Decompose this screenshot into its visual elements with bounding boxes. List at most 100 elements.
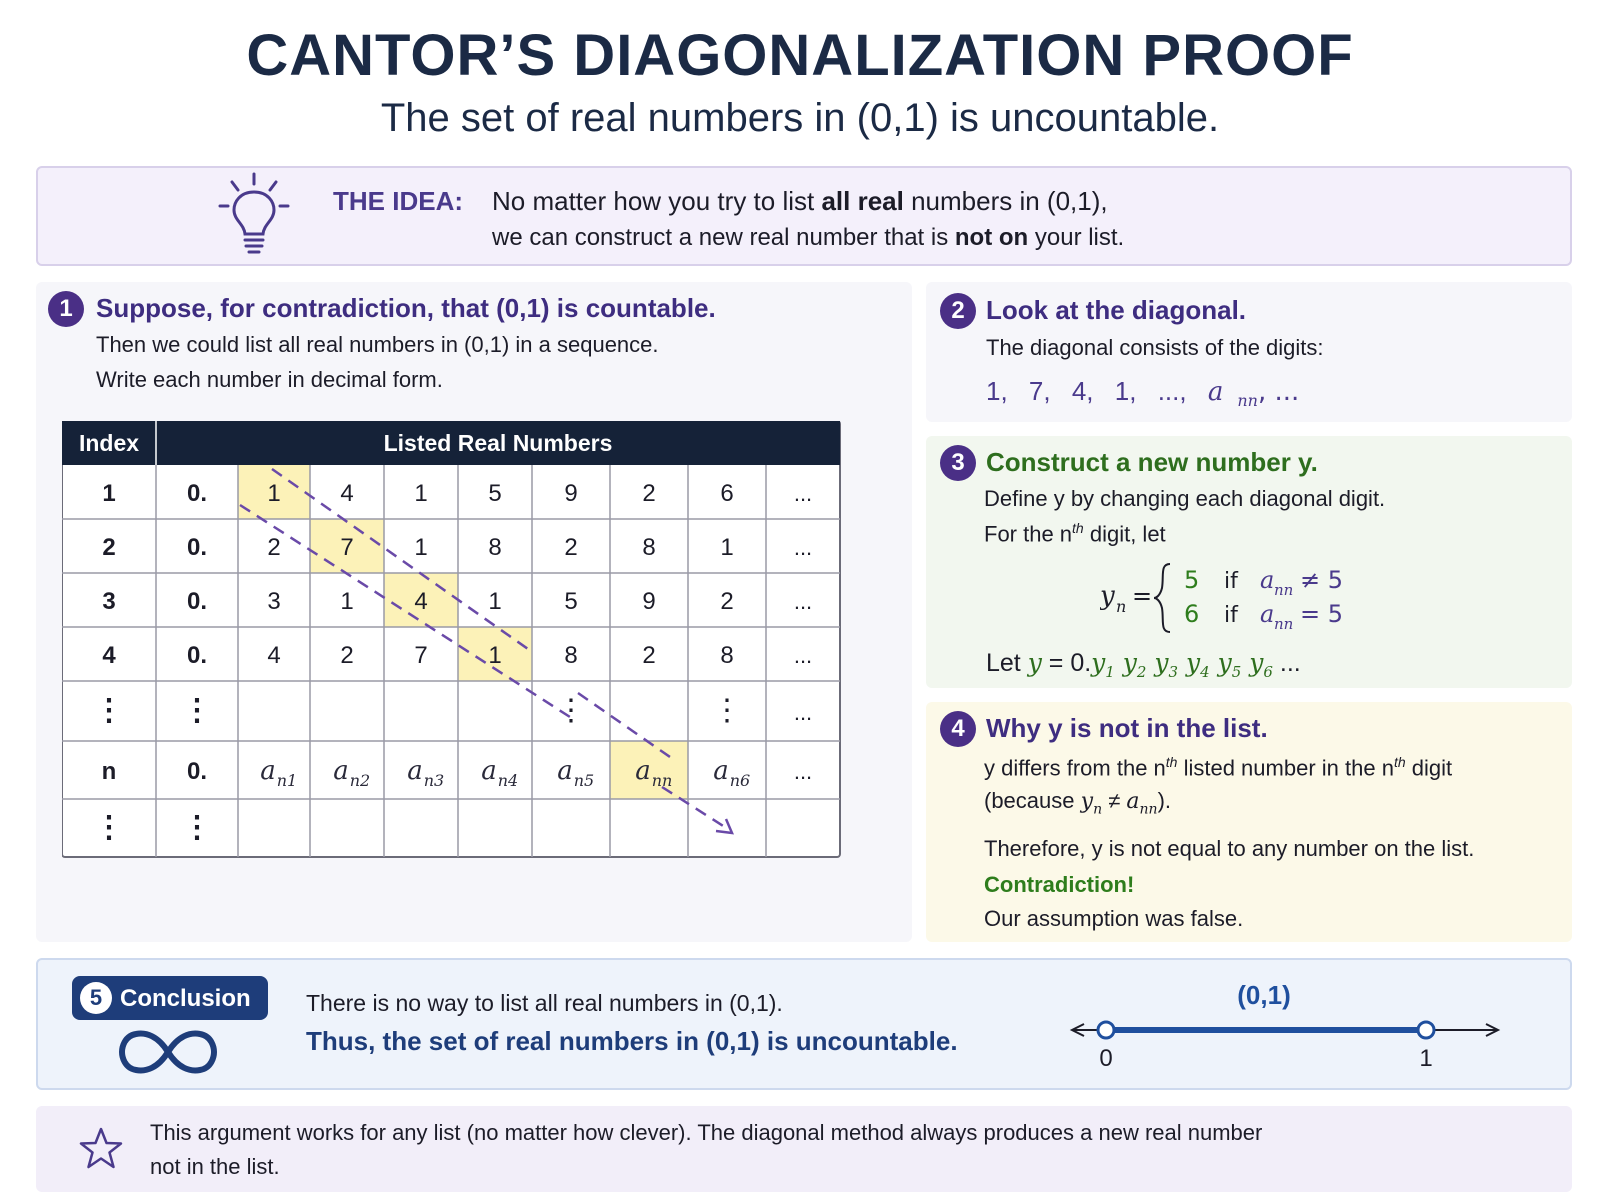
table-digit-subscript: n2 xyxy=(350,771,370,790)
step3-panel xyxy=(926,436,1572,688)
interval-number-line: (0,1) 0 1 xyxy=(1069,980,1501,1072)
formula-lhs: y xyxy=(1100,581,1115,611)
step4-text-line2: (because yn ≠ ann). xyxy=(984,788,1172,818)
step3-text-line2: For the nth digit, let xyxy=(984,520,1166,547)
table-row-index: 4 xyxy=(102,642,116,669)
table-digit: 4 xyxy=(267,642,280,669)
diagonal-arrow-lower xyxy=(239,503,571,719)
table-digit: 1 xyxy=(267,480,280,507)
table-grid: Index Listed Real Numbers 1 0. 1 4 1 5 9 2 6 ... 2 0.… xyxy=(62,421,841,858)
page-subtitle: The set of real numbers in (0,1) is unco… xyxy=(380,96,1220,140)
table-digit: 2 xyxy=(642,480,655,507)
conclusion-badge: 5 Conclusion xyxy=(72,976,268,1020)
table-digit: 8 xyxy=(488,534,501,561)
interval-label: (0,1) xyxy=(1237,980,1290,1010)
svg-text:a: a xyxy=(1260,600,1274,628)
step4-text-line3: Therefore, y is not equal to any number … xyxy=(984,836,1475,861)
table-digit-subscript: n6 xyxy=(730,771,750,790)
table-digit: 2 xyxy=(720,588,733,615)
footer-text-line1: This argument works for any list (no mat… xyxy=(150,1120,1263,1145)
case2-if: if xyxy=(1224,603,1239,628)
table-digit: 5 xyxy=(564,588,577,615)
diagonal-arrow-upper xyxy=(271,467,529,651)
table-row-ellipsis: ... xyxy=(794,481,812,506)
table-row-index: ⋮ xyxy=(94,811,124,844)
table-digit: 7 xyxy=(414,642,427,669)
table-digit: 2 xyxy=(642,642,655,669)
table-digit: 7 xyxy=(340,534,353,561)
endpoint-one: 1 xyxy=(1419,1045,1432,1072)
svg-text:nn: nn xyxy=(1274,615,1293,633)
table-row-prefix: 0. xyxy=(187,758,207,785)
table-digit-symbolic: a xyxy=(713,756,729,786)
table-digit: 3 xyxy=(267,588,280,615)
right-open-endpoint xyxy=(1416,1020,1436,1040)
y-definition: Let y = 0.y1 y2 y3 y4 y5 y6 ... xyxy=(986,648,1301,681)
diagonal-digit: 7, xyxy=(1028,376,1051,406)
table-digit: 8 xyxy=(642,534,655,561)
step2-panel xyxy=(926,282,1572,422)
table-row-ellipsis: ... xyxy=(794,643,812,668)
diagonal-digit: ..., xyxy=(1157,376,1187,406)
case1-relation: ≠ 5 xyxy=(1300,566,1343,594)
table-header-index: Index xyxy=(79,430,139,456)
table-digit: 5 xyxy=(488,480,501,507)
conclusion-text-line1: There is no way to list all real numbers… xyxy=(306,990,783,1016)
idea-box xyxy=(36,166,1572,266)
table-digit-symbolic: a xyxy=(635,756,651,786)
star-icon xyxy=(79,1127,123,1169)
table-digit-symbolic: a xyxy=(260,756,276,786)
table-digit: 2 xyxy=(340,642,353,669)
diagonal-highlight-cell xyxy=(310,519,384,573)
footer-text-line2: not in the list. xyxy=(150,1154,280,1179)
conclusion-panel xyxy=(36,958,1572,1090)
yn-piecewise-formula: y n = 5 if a nn ≠ 5 6 if a nn = 5 xyxy=(1100,563,1343,633)
table-digit: 6 xyxy=(720,480,733,507)
idea-label: THE IDEA: xyxy=(333,186,463,216)
table-digit: 9 xyxy=(642,588,655,615)
left-open-endpoint xyxy=(1096,1020,1116,1040)
step2-text: The diagonal consists of the digits: xyxy=(986,335,1324,360)
step3-title: Construct a new number y. xyxy=(986,447,1318,477)
step2-title: Look at the diagonal. xyxy=(986,295,1247,325)
case1-value: 5 xyxy=(1184,566,1199,594)
step4-text-line1: y differs from the nth listed number in … xyxy=(984,754,1453,781)
step4-text-line4: Our assumption was false. xyxy=(984,906,1244,931)
table-digit-symbolic: a xyxy=(333,756,349,786)
table-digit: 8 xyxy=(564,642,577,669)
table-digit-symbolic: a xyxy=(481,756,497,786)
table-digit-symbolic: a xyxy=(407,756,423,786)
svg-text:a: a xyxy=(1260,566,1274,594)
diagonal-highlight-cell xyxy=(384,573,458,627)
conclusion-number: 5 xyxy=(80,982,112,1014)
endpoint-zero: 0 xyxy=(1099,1045,1112,1072)
table-row-prefix: 0. xyxy=(187,642,207,669)
table-row-index: ⋮ xyxy=(94,694,124,727)
table-digit: 1 xyxy=(488,588,501,615)
table-digit: 1 xyxy=(488,642,501,669)
diagonal-general-term: a nn, ... xyxy=(1207,377,1300,411)
diagonal-highlight-cell xyxy=(610,741,688,799)
formula-lhs-sub: n xyxy=(1116,597,1126,616)
step1-number-badge: 1 xyxy=(48,291,84,327)
table-row-index: 2 xyxy=(102,534,115,561)
idea-text-line2: we can construct a new real number that … xyxy=(492,224,1125,251)
table-digit: 9 xyxy=(564,480,577,507)
table-row-ellipsis: ... xyxy=(794,759,812,784)
infinity-icon xyxy=(118,1030,218,1074)
table-row-prefix: 0. xyxy=(187,480,207,507)
table-header-numbers: Listed Real Numbers xyxy=(384,430,613,456)
case2-value: 6 xyxy=(1184,600,1199,628)
table-digit-subscript: n4 xyxy=(498,771,518,790)
diagonal-digit: 1, xyxy=(986,376,1008,406)
table-digit: 4 xyxy=(340,480,353,507)
table-row-prefix: ⋮ xyxy=(182,694,212,727)
step3-number-badge: 3 xyxy=(940,445,976,481)
contradiction-label: Contradiction! xyxy=(984,872,1135,897)
table-digit-subscript: n5 xyxy=(574,771,594,790)
diagonal-highlight-cell xyxy=(458,627,532,681)
step2-number-badge: 2 xyxy=(940,293,976,329)
page-title: CANTOR’S DIAGONALIZATION PROOF xyxy=(246,23,1354,88)
svg-text:nn: nn xyxy=(1274,581,1293,599)
case2-relation: = 5 xyxy=(1300,600,1343,628)
